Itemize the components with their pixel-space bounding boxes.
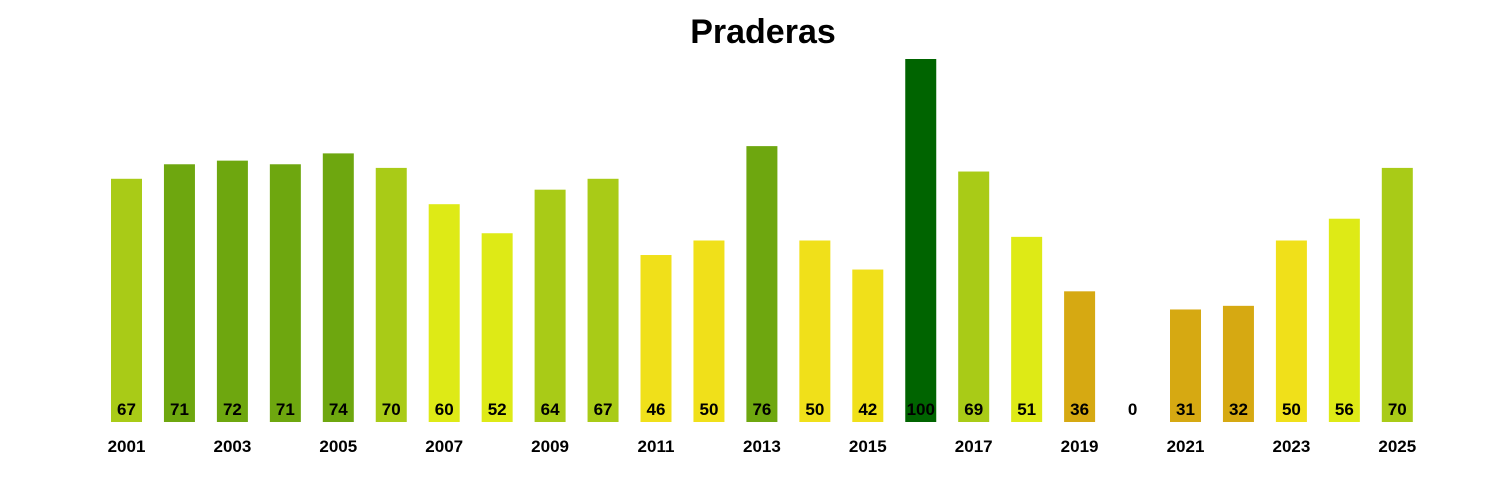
- value-label-2007: 60: [435, 400, 454, 419]
- value-label-2017: 69: [964, 400, 983, 419]
- bar-2016: [905, 59, 937, 422]
- bar-2006: [375, 167, 407, 422]
- x-tick-label-2009: 2009: [531, 437, 569, 456]
- value-label-2009: 64: [541, 400, 560, 419]
- bar-2014: [799, 240, 831, 422]
- value-label-2004: 71: [276, 400, 295, 419]
- value-label-2010: 67: [594, 400, 613, 419]
- value-label-2006: 70: [382, 400, 401, 419]
- x-tick-label-2015: 2015: [849, 437, 887, 456]
- bar-2015: [852, 269, 884, 422]
- value-label-2008: 52: [488, 400, 507, 419]
- bar-2018: [1011, 236, 1043, 422]
- x-axis-tick-labels: 2001 2003 2005 2007 2009 2011 2013 2015 2017 2019…: [108, 437, 1417, 456]
- value-label-2002: 71: [170, 400, 189, 419]
- x-tick-label-2007: 2007: [425, 437, 463, 456]
- x-tick-label-2001: 2001: [108, 437, 146, 456]
- value-label-2001: 67: [117, 400, 136, 419]
- bar-2023: [1275, 240, 1307, 422]
- value-label-2011: 46: [647, 400, 666, 419]
- x-tick-label-2023: 2023: [1272, 437, 1310, 456]
- bar-2002: [163, 164, 195, 422]
- bar-2024: [1328, 218, 1360, 422]
- bar-2025: [1381, 167, 1413, 422]
- value-label-2025: 70: [1388, 400, 1407, 419]
- x-tick-label-2013: 2013: [743, 437, 781, 456]
- bar-2004: [269, 164, 301, 422]
- bar-2011: [640, 255, 672, 422]
- bar-2009: [534, 189, 566, 422]
- value-label-2005: 74: [329, 400, 348, 419]
- bar-2021: [1170, 309, 1201, 422]
- bars-group: [111, 59, 1413, 422]
- x-tick-label-2005: 2005: [319, 437, 357, 456]
- bar-2013: [746, 146, 778, 422]
- value-label-2023: 50: [1282, 400, 1301, 419]
- value-label-2020: 0: [1128, 400, 1137, 419]
- value-label-2021: 31: [1176, 400, 1195, 419]
- bar-2003: [216, 160, 248, 422]
- bar-2005: [322, 153, 354, 422]
- bar-2019: [1064, 291, 1096, 422]
- value-label-2019: 36: [1070, 400, 1089, 419]
- bar-2007: [428, 204, 460, 422]
- value-label-2022: 32: [1229, 400, 1248, 419]
- value-label-2015: 42: [858, 400, 877, 419]
- x-tick-label-2011: 2011: [638, 437, 675, 456]
- x-tick-label-2019: 2019: [1061, 437, 1099, 456]
- bar-2008: [481, 233, 513, 422]
- bar-2012: [693, 240, 725, 422]
- bar-2017: [958, 171, 990, 422]
- value-label-2018: 51: [1017, 400, 1036, 419]
- value-label-2012: 50: [699, 400, 718, 419]
- x-tick-label-2017: 2017: [955, 437, 993, 456]
- value-label-2014: 50: [805, 400, 824, 419]
- value-label-2024: 56: [1335, 400, 1354, 419]
- x-tick-label-2025: 2025: [1378, 437, 1416, 456]
- bar-2001: [111, 178, 142, 422]
- bar-2010: [587, 178, 619, 422]
- chart-title: Praderas: [690, 13, 836, 51]
- value-label-2013: 76: [752, 400, 771, 419]
- x-tick-label-2003: 2003: [213, 437, 251, 456]
- bar-2022: [1222, 305, 1254, 422]
- value-labels-group: 67 71 72 71 74 70 60 52 64 67 46 50 76 50 42 100 69 51 36 0…: [117, 400, 1407, 419]
- value-label-2016: 100: [907, 400, 935, 419]
- value-label-2003: 72: [223, 400, 242, 419]
- x-tick-label-2021: 2021: [1167, 437, 1205, 456]
